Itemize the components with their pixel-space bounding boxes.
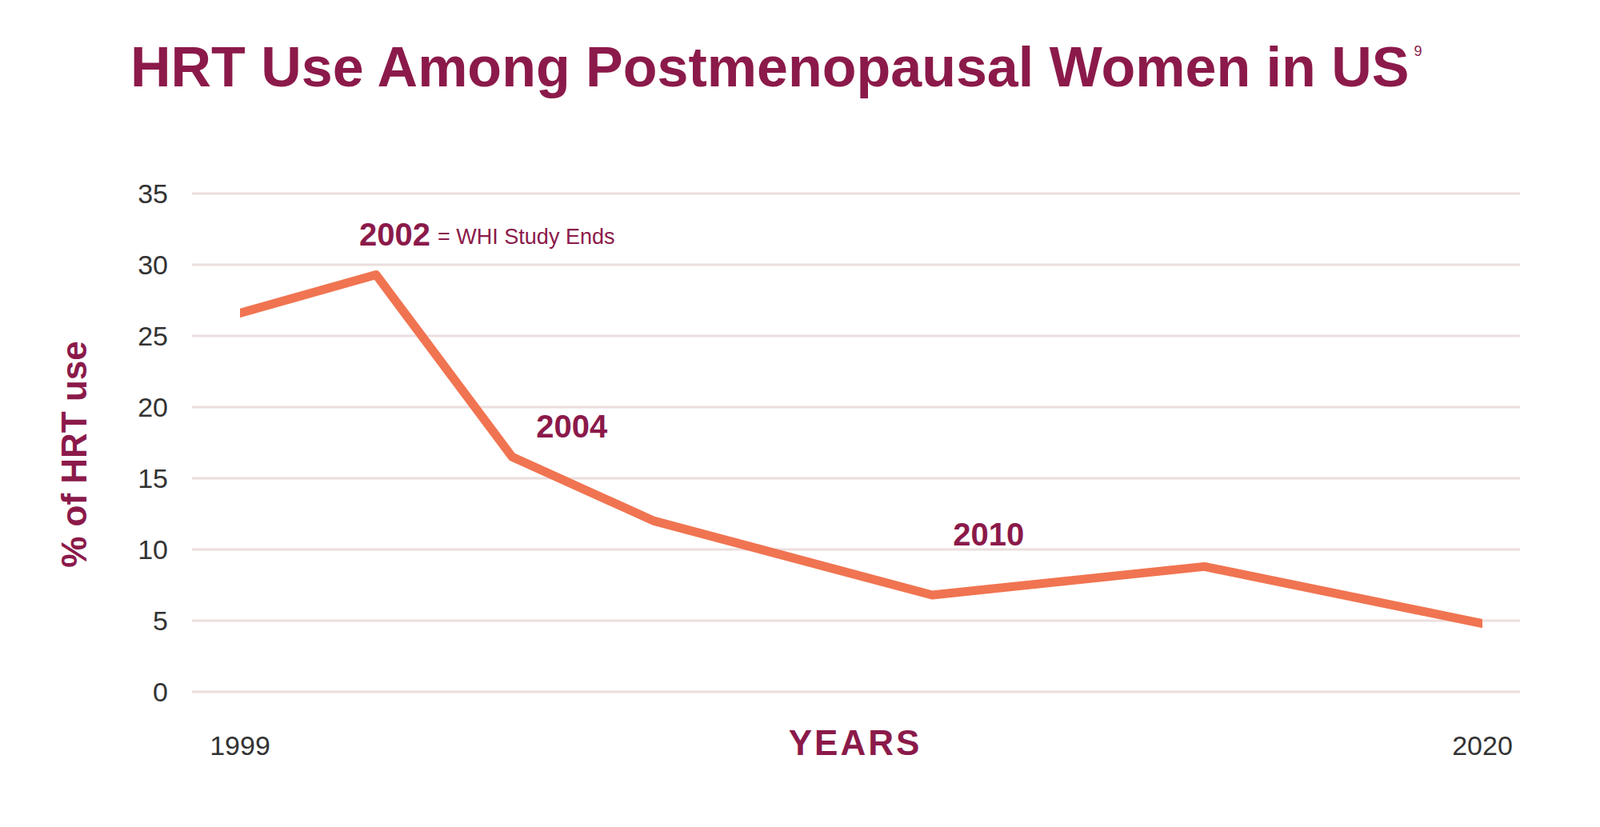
grid-line <box>192 335 1520 338</box>
x-axis-label: YEARS <box>788 723 923 763</box>
grid-line <box>192 691 1520 694</box>
grid-line <box>192 477 1520 480</box>
annotation: 2002 <box>359 216 431 252</box>
chart: HRT Use Among Postmenopausal Women in US… <box>0 0 1600 827</box>
y-tick-label: 20 <box>137 392 168 423</box>
x-tick-label: 2020 <box>1452 730 1513 761</box>
grid-line <box>192 620 1520 623</box>
annotation: 2010 <box>952 516 1024 552</box>
y-tick-label: 10 <box>137 534 168 565</box>
annotation-note: = WHI Study Ends <box>437 224 615 249</box>
grid-line <box>192 548 1520 552</box>
title-superscript: 9 <box>1414 43 1423 60</box>
y-tick-label: 15 <box>137 463 168 494</box>
grid-line <box>192 192 1520 196</box>
y-tick-label: 0 <box>152 676 168 708</box>
grid-line <box>192 406 1520 409</box>
y-tick-label: 35 <box>137 178 168 209</box>
y-tick-label: 5 <box>152 605 168 636</box>
title: HRT Use Among Postmenopausal Women in US <box>130 36 1410 99</box>
annotation: 2004 <box>536 408 608 444</box>
grid-line <box>192 264 1520 267</box>
y-axis-label: % of HRT use <box>54 340 94 568</box>
plot-area <box>240 275 1483 624</box>
x-tick-label: 1999 <box>209 730 271 761</box>
y-tick-label: 30 <box>137 249 168 280</box>
data-line <box>240 275 1483 624</box>
y-tick-label: 25 <box>137 320 168 352</box>
